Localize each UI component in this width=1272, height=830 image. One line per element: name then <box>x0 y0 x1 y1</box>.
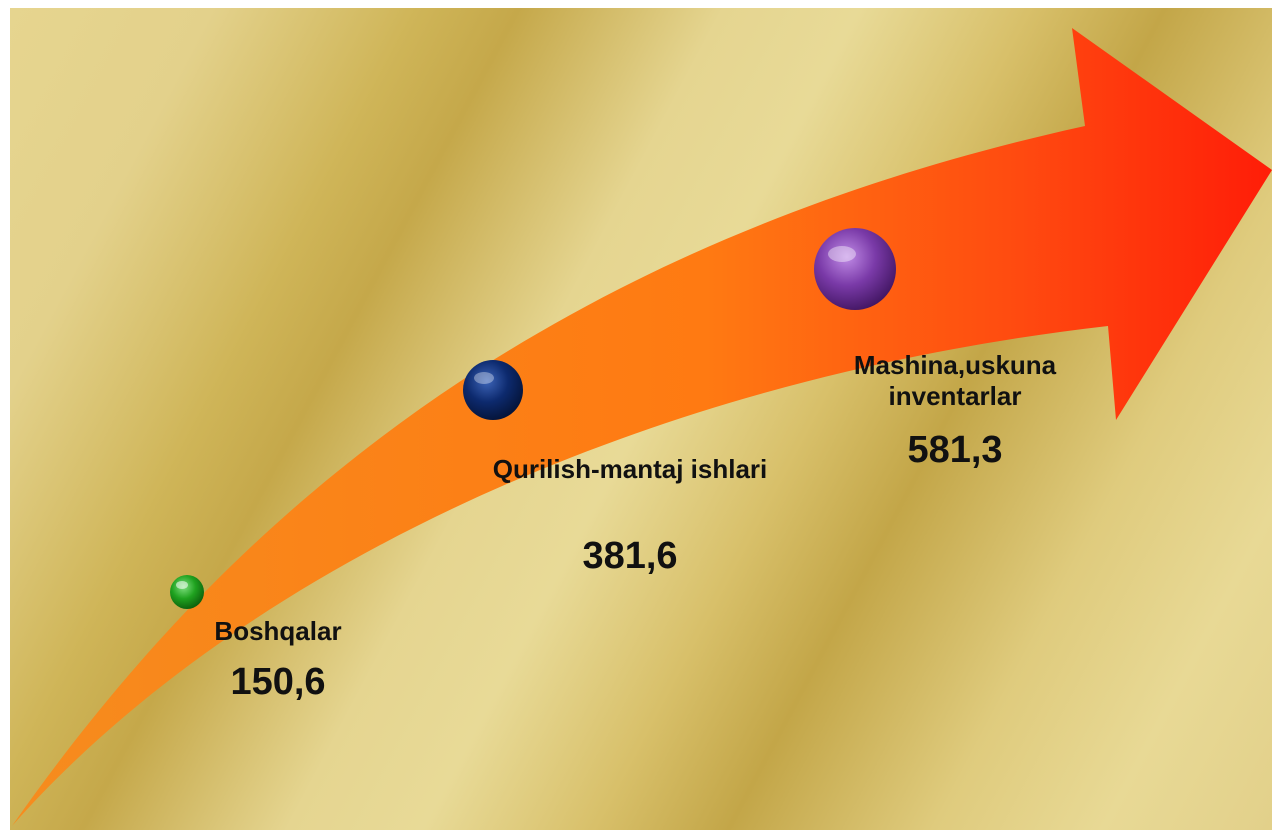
growth-arrow <box>12 28 1272 826</box>
marker-blue-ball <box>463 360 523 420</box>
value-boshqalar: 150,6 <box>230 661 326 703</box>
marker-purple-ball <box>814 228 896 310</box>
label-boshqalar: Boshqalar <box>214 616 342 646</box>
value-qurilish-mantaj: 381,6 <box>582 535 678 577</box>
label-qurilish-mantaj: Qurilish-mantaj ishlari <box>492 454 768 484</box>
growth-arrow-diagram <box>12 28 1272 826</box>
label-mashina-uskuna: Mashina,uskuna inventarlar <box>853 350 1057 412</box>
value-mashina-uskuna: 581,3 <box>907 429 1003 471</box>
marker-green-ball <box>170 575 204 609</box>
slide-background: Boshqalar 150,6 Qurilish-mantaj ishlari … <box>10 8 1272 830</box>
